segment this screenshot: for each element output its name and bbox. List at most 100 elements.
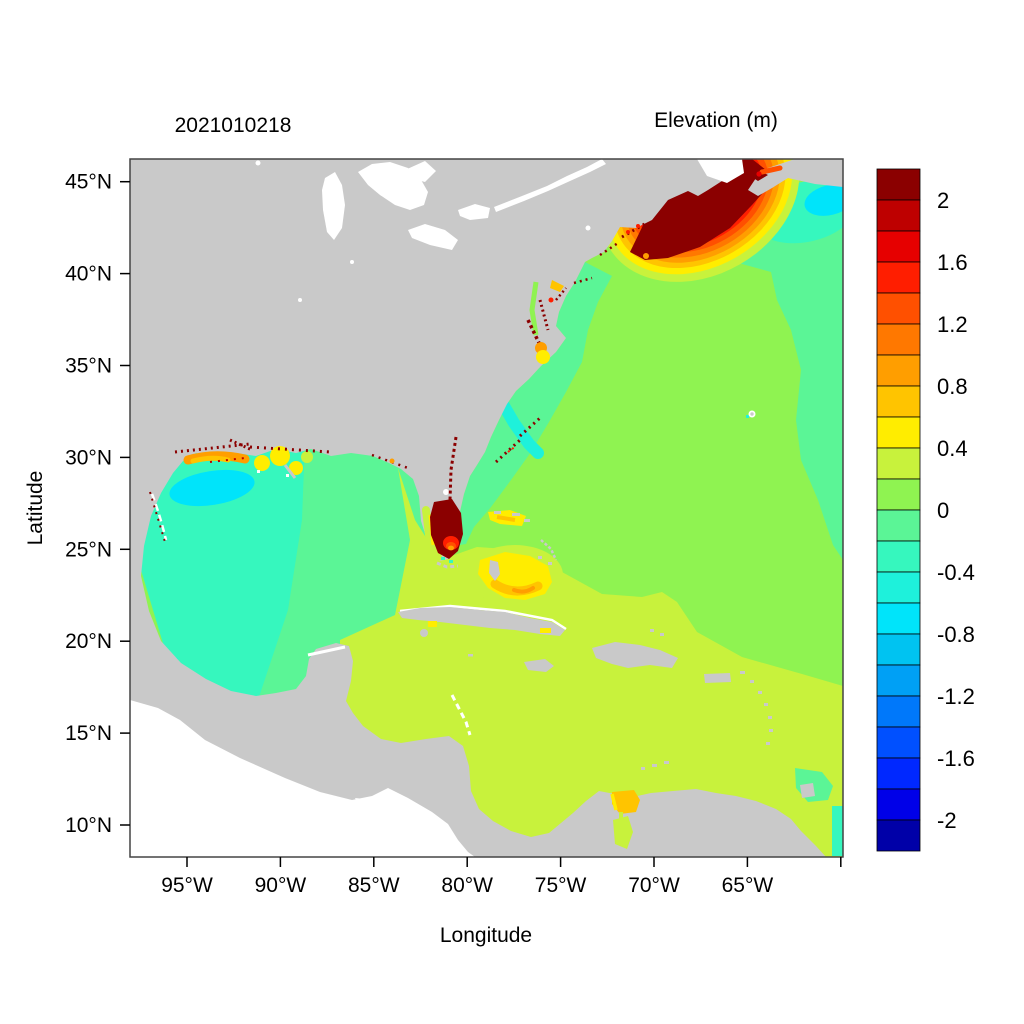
fundy-minas-orange xyxy=(759,165,783,175)
colorbar-tick-label: 1.6 xyxy=(937,250,968,275)
ne-red-dot-2 xyxy=(636,224,640,228)
colorbar-segment xyxy=(876,509,921,542)
florida-mint-speck-1 xyxy=(441,557,445,560)
x-tick-label: 75°W xyxy=(535,874,587,897)
island-grand-bahama xyxy=(494,511,501,514)
x-tick-label: 70°W xyxy=(628,874,680,897)
island-abaco-2 xyxy=(524,519,530,522)
tx-maroon-speckle xyxy=(149,491,166,543)
ocean-edge-mint-strip xyxy=(832,806,843,856)
colorbar-segment xyxy=(876,323,921,356)
la-white-speck-1 xyxy=(257,470,260,473)
lake-michigan xyxy=(322,172,345,240)
x-tick-label: 90°W xyxy=(255,874,307,897)
la-darkred-speckle xyxy=(209,457,246,463)
bermuda xyxy=(746,410,756,418)
bahamas-feature xyxy=(467,510,670,640)
colorbar-tick-label: 0 xyxy=(937,498,949,523)
y-tick-label: 15°N xyxy=(65,722,112,745)
island-antilles-2 xyxy=(758,691,762,694)
colorbar-segment xyxy=(876,757,921,790)
island-andros xyxy=(489,560,500,581)
ocean-louisiana-cyan-patch xyxy=(169,469,255,507)
la-maroon-speckle-3 xyxy=(229,438,253,452)
y-tick-label: 20°N xyxy=(65,630,112,653)
chesapeake-maroon-2 xyxy=(538,299,550,331)
lake-okeechobee xyxy=(443,489,449,495)
ne-maroon-speckle-1 xyxy=(599,241,619,257)
island-antilles-1 xyxy=(750,680,754,683)
x-tick-label: 80°W xyxy=(441,874,493,897)
florida-mint-speck-2 xyxy=(449,560,453,563)
colorbar-segment xyxy=(876,385,921,418)
x-axis-title: Longitude xyxy=(440,924,532,947)
honduras-coast-white xyxy=(450,694,472,736)
island-antilles-6 xyxy=(766,742,770,745)
gulf-venezuela-yellow-edge xyxy=(610,793,618,811)
island-curacao-2 xyxy=(664,761,669,764)
colorbar-legend: 2 1.6 1.2 0.8 0.4 0 -0.4 -0.8 -1.2 -1.6 -2 xyxy=(876,168,975,852)
ga-maroon-speckle-2 xyxy=(518,416,542,438)
colorbar-segment xyxy=(876,633,921,666)
colorbar-tick-label: 0.8 xyxy=(937,374,968,399)
la-white-speck-2 xyxy=(286,474,289,477)
island-turks-1 xyxy=(650,629,654,632)
colorbar-tick-label: 2 xyxy=(937,188,949,213)
lake-erie xyxy=(408,224,458,250)
lake-maracaibo xyxy=(613,816,633,849)
colorbar-segment xyxy=(876,230,921,263)
island-cayman xyxy=(468,654,473,657)
colorbar-tick-label: 1.2 xyxy=(937,312,968,337)
island-antilles-4 xyxy=(768,716,772,719)
x-axis: 95°W 90°W 85°W 80°W 75°W 70°W 65°W xyxy=(161,857,842,897)
small-lake-1 xyxy=(298,298,302,302)
la-yellow-patch-2 xyxy=(270,446,290,466)
y-tick-label: 10°N xyxy=(65,814,112,837)
chesapeake-maroon-1 xyxy=(526,319,542,346)
fundy-minas-arm xyxy=(742,161,768,181)
x-tick-label: 85°W xyxy=(348,874,400,897)
island-isla-juventud xyxy=(420,629,428,637)
bigbend-orange-dot xyxy=(389,458,395,464)
ocean-gulf-east xyxy=(250,440,442,745)
la-yellow-patch-3 xyxy=(289,461,303,475)
colorbar-tick-label: -1.6 xyxy=(937,746,975,771)
colorbar-tick-label: -0.8 xyxy=(937,622,975,647)
ne-red-dot-1 xyxy=(626,230,630,234)
colorbar-segment xyxy=(876,540,921,573)
island-jamaica xyxy=(524,659,554,672)
maine-orange-dot xyxy=(643,253,649,259)
y-tick-label: 35°N xyxy=(65,355,112,378)
florida-orange-core xyxy=(448,545,454,551)
ga-red-speckle xyxy=(507,445,517,453)
x-tick-label: 95°W xyxy=(161,874,213,897)
island-speck-2 xyxy=(548,562,552,565)
colorbar-segment xyxy=(876,416,921,449)
y-tick-label: 45°N xyxy=(65,171,112,194)
small-lake-2 xyxy=(350,260,354,264)
maracaibo-strait xyxy=(619,812,623,821)
island-eleuthera xyxy=(540,539,558,561)
texas-lagoon xyxy=(150,493,168,541)
x-tick-label: 65°W xyxy=(722,874,774,897)
y-tick-label: 30°N xyxy=(65,446,112,469)
fundy-maroon-core xyxy=(630,159,770,260)
colorbar-segment xyxy=(876,199,921,232)
florida-fringe-yellowgreen xyxy=(422,506,442,561)
colorbar-segment xyxy=(876,602,921,635)
island-hispaniola xyxy=(592,642,678,668)
island-curacao-1 xyxy=(652,764,657,767)
bahama-orange-arc xyxy=(512,586,535,594)
cuba-yellow-speck-1 xyxy=(428,621,437,627)
colorbar-segment xyxy=(876,664,921,697)
colorbar-segment xyxy=(876,478,921,511)
louisiana-coastal-features xyxy=(149,438,409,543)
colorbar-segment xyxy=(876,261,921,294)
la-maroon-speckle-1 xyxy=(174,442,251,454)
ocean-georgia-cyan-strip xyxy=(494,393,544,459)
venezuela-features xyxy=(610,790,640,849)
colorbar-segment xyxy=(876,819,921,852)
small-lake-3 xyxy=(255,160,261,166)
